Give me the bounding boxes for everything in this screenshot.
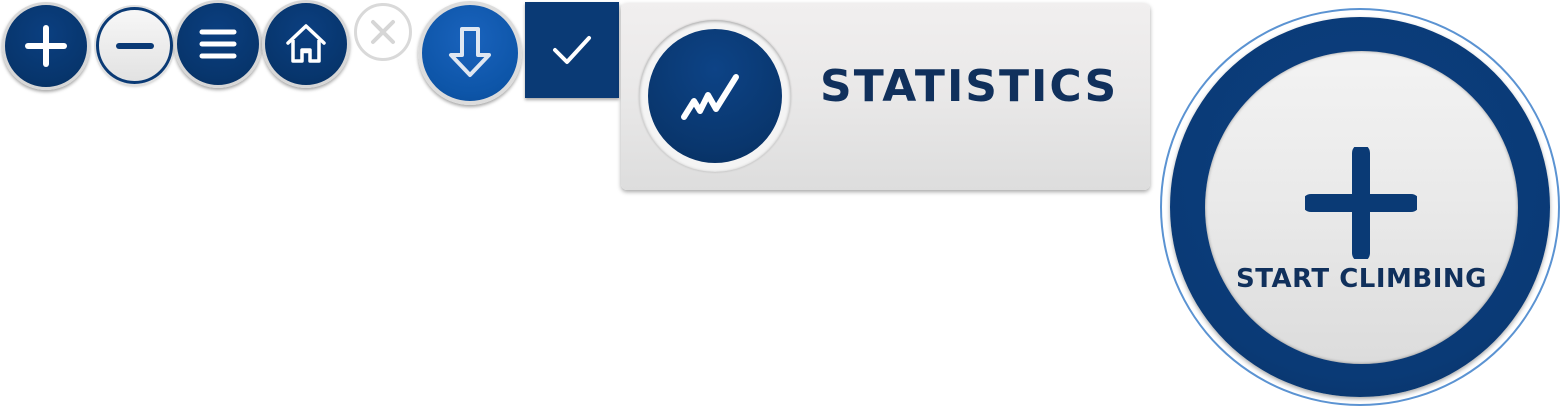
close-button[interactable] <box>354 3 412 61</box>
menu-icon <box>199 29 237 59</box>
statistics-label: STATISTICS <box>820 61 1119 112</box>
statistics-icon-circle <box>648 29 782 163</box>
minus-icon <box>115 42 154 49</box>
chart-line-icon <box>681 74 739 120</box>
confirm-button[interactable] <box>525 2 619 98</box>
download-button[interactable] <box>418 1 522 105</box>
start-climbing-ring: START CLIMBING <box>1170 17 1550 397</box>
close-icon <box>371 20 395 44</box>
home-button[interactable] <box>262 0 350 88</box>
arrow-down-icon <box>449 27 491 77</box>
plus-icon <box>1305 147 1417 259</box>
menu-button[interactable] <box>174 0 262 88</box>
plus-icon <box>25 25 67 67</box>
check-icon <box>553 36 591 64</box>
home-icon <box>286 24 326 63</box>
start-climbing-label: START CLIMBING <box>1236 264 1487 294</box>
statistics-card[interactable]: STATISTICS <box>621 3 1150 190</box>
add-button[interactable] <box>2 2 90 90</box>
start-climbing-button[interactable]: START CLIMBING <box>1160 8 1560 406</box>
start-climbing-face: START CLIMBING <box>1205 51 1518 364</box>
remove-button[interactable] <box>96 7 173 84</box>
statistics-icon-frame <box>639 20 791 172</box>
